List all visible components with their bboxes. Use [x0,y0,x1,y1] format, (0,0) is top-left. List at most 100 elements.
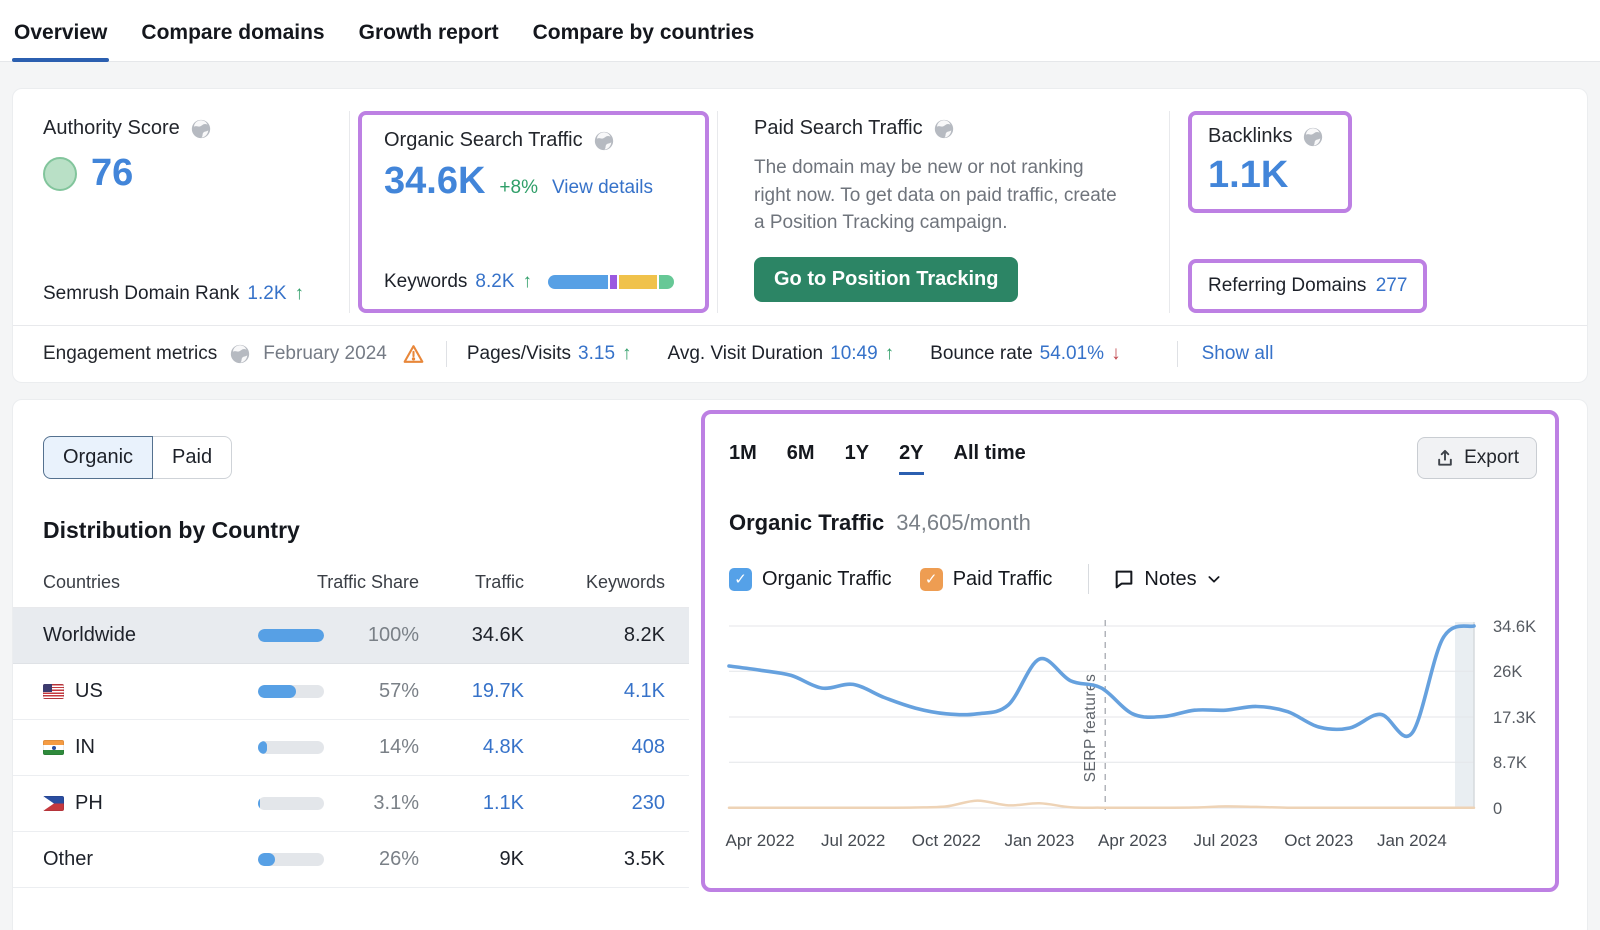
time-range-tabs: 1M 6M 1Y 2Y All time [729,442,1026,475]
tab-overview[interactable]: Overview [12,21,109,61]
paid-traffic-title: Paid Search Traffic [754,117,923,140]
x-axis-label: Jul 2023 [1194,831,1258,850]
x-axis-label: Apr 2023 [1098,831,1167,850]
organic-search-traffic-section: Organic Search Traffic 34.6K +8% View de… [349,111,717,313]
range-1y[interactable]: 1Y [845,442,869,475]
engagement-metrics-row: Engagement metrics February 2024 Pages/V… [13,325,1587,382]
trend-arrow-icon: ↑ [622,343,632,365]
x-axis-label: Jan 2024 [1377,831,1447,850]
globe-icon [593,130,615,152]
up-arrow-icon: ↑ [295,283,305,305]
authority-score-gauge [43,157,77,191]
notes-dropdown[interactable]: Notes [1113,568,1221,591]
distribution-title: Distribution by Country [43,517,665,544]
traffic-chart-svg: 34.6K26K17.3K8.7K0SERP featuresApr 2022J… [729,616,1541,856]
top-navigation: Overview Compare domains Growth report C… [0,0,1600,62]
paid-search-traffic-section: Paid Search Traffic The domain may be ne… [717,111,1169,313]
x-axis-label: Apr 2022 [726,831,795,850]
bounce-rate-metric: Bounce rate 54.01% ↓ [930,343,1120,365]
divider [1088,564,1089,594]
domain-rank-label: Semrush Domain Rank [43,283,239,305]
authority-score-section: Authority Score 76 Semrush Domain Rank 1… [13,111,349,313]
tab-compare-domains[interactable]: Compare domains [139,21,326,61]
toggle-paid[interactable]: Paid [153,436,232,479]
traffic-chart: 34.6K26K17.3K8.7K0SERP featuresApr 2022J… [729,616,1555,861]
referring-domains-highlight-box: Referring Domains 277 [1188,259,1427,313]
export-button[interactable]: Export [1417,437,1537,479]
summary-card: Authority Score 76 Semrush Domain Rank 1… [12,88,1588,383]
organic-traffic-value: 34.6K [384,160,485,203]
keywords-bar-segment [659,275,674,289]
keywords-value[interactable]: 8.2K [475,271,514,293]
current-period-strip [1455,622,1474,808]
traffic-share-bar [258,797,324,810]
trend-arrow-icon: ↑ [885,343,895,365]
globe-icon [933,118,955,140]
country-table: Countries Traffic Share Traffic Keywords… [13,572,689,888]
pages-visits-metric: Pages/Visits 3.15 ↑ [467,343,632,365]
organic-traffic-highlight-box: Organic Search Traffic 34.6K +8% View de… [358,111,709,313]
traffic-share-bar [258,685,324,698]
authority-score-title: Authority Score [43,117,180,140]
organic-traffic-title: Organic Search Traffic [384,129,583,152]
range-6m[interactable]: 6M [787,442,815,475]
paid-traffic-line [729,801,1474,808]
tab-growth-report[interactable]: Growth report [357,21,501,61]
table-row-in[interactable]: IN 14% 4.8K 408 [13,720,689,776]
avg-visit-duration-metric: Avg. Visit Duration 10:49 ↑ [668,343,895,365]
india-flag-icon [43,740,64,755]
checkbox-checked-icon: ✓ [729,568,752,591]
traffic-share-bar [258,741,324,754]
divider [446,341,447,367]
trend-arrow-icon: ↓ [1111,343,1121,365]
referring-domains-value[interactable]: 277 [1376,275,1408,296]
backlinks-section: Backlinks 1.1K Referring Domains 277 [1169,111,1587,313]
keywords-distribution-bar [548,275,674,289]
show-all-link[interactable]: Show all [1202,343,1274,365]
traffic-distribution-card: Organic Paid Distribution by Country Cou… [12,399,1588,930]
paid-traffic-message: The domain may be new or not ranking rig… [754,154,1124,237]
up-arrow-icon: ↑ [523,271,533,293]
x-axis-label: Jul 2022 [821,831,885,850]
range-2y[interactable]: 2Y [899,442,923,475]
x-axis-label: Jan 2023 [1004,831,1074,850]
range-all-time[interactable]: All time [954,442,1026,475]
export-upload-icon [1435,448,1455,468]
us-flag-icon [43,684,64,699]
engagement-metrics-label: Engagement metrics [43,343,217,365]
tab-compare-by-countries[interactable]: Compare by countries [531,21,757,61]
table-row-worldwide[interactable]: Worldwide 100% 34.6K 8.2K [13,608,689,664]
domain-rank-value[interactable]: 1.2K [247,283,286,305]
range-1m[interactable]: 1M [729,442,757,475]
table-row-ph[interactable]: PH 3.1% 1.1K 230 [13,776,689,832]
toggle-organic[interactable]: Organic [43,436,153,479]
globe-icon [190,118,212,140]
y-axis-label: 26K [1493,663,1522,681]
go-to-position-tracking-button[interactable]: Go to Position Tracking [754,257,1018,302]
country-table-header: Countries Traffic Share Traffic Keywords [13,572,689,608]
backlinks-title: Backlinks [1208,125,1292,148]
y-axis-label: 34.6K [1493,618,1536,636]
keywords-bar-segment [619,275,657,289]
view-details-link[interactable]: View details [552,177,653,199]
engagement-period: February 2024 [263,343,387,365]
y-axis-label: 8.7K [1493,754,1527,772]
table-row-us[interactable]: US 57% 19.7K 4.1K [13,664,689,720]
backlinks-highlight-box: Backlinks 1.1K [1188,111,1352,213]
organic-traffic-checkbox[interactable]: ✓ Organic Traffic [729,568,892,591]
keywords-bar-segment [610,275,617,289]
table-row-other[interactable]: Other 26% 9K 3.5K [13,832,689,888]
chart-legend: ✓ Organic Traffic ✓ Paid Traffic Notes [729,564,1555,594]
chart-title: Organic Traffic [729,510,884,536]
authority-score-value: 76 [91,152,133,195]
checkbox-checked-icon: ✓ [920,568,943,591]
organic-traffic-line [729,626,1474,736]
paid-traffic-checkbox[interactable]: ✓ Paid Traffic [920,568,1053,591]
globe-icon [229,343,251,365]
distribution-by-country-section: Organic Paid Distribution by Country Cou… [13,400,689,888]
chevron-down-icon [1206,571,1222,587]
keywords-label: Keywords [384,271,467,293]
x-axis-label: Oct 2022 [912,831,981,850]
philippines-flag-icon [43,796,64,811]
note-bubble-icon [1113,568,1135,590]
